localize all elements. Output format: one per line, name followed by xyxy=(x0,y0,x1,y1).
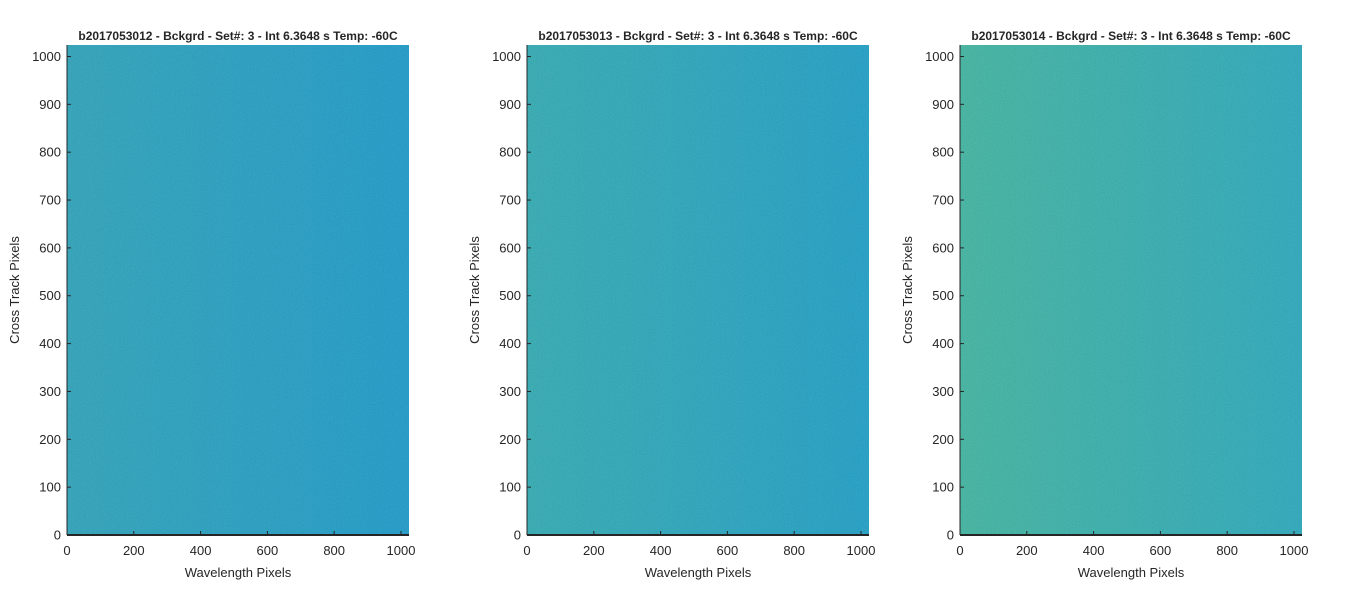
y-tick-label: 0 xyxy=(514,528,521,543)
x-tick-label: 200 xyxy=(583,543,605,558)
y-tick-label: 900 xyxy=(39,97,61,112)
x-axis-label: Wavelength Pixels xyxy=(185,565,292,580)
x-tick-label: 0 xyxy=(523,543,530,558)
y-tick-label: 500 xyxy=(499,288,521,303)
x-ticks: 0 200 400 600 800 1000 xyxy=(956,531,1308,558)
y-axis-label: Cross Track Pixels xyxy=(7,236,22,344)
x-tick-label: 0 xyxy=(956,543,963,558)
heatmap-noise xyxy=(67,45,409,535)
y-tick-label: 1000 xyxy=(32,49,61,64)
y-tick-label: 800 xyxy=(499,145,521,160)
y-tick-label: 200 xyxy=(499,432,521,447)
y-tick-label: 700 xyxy=(499,193,521,208)
heatmap-panel-3: b2017053014 - Bckgrd - Set#: 3 - Int 6.3… xyxy=(900,29,1308,580)
x-ticks: 0 200 400 600 800 1000 xyxy=(523,531,875,558)
y-tick-label: 100 xyxy=(932,480,954,495)
y-tick-label: 200 xyxy=(932,432,954,447)
y-tick-label: 100 xyxy=(499,480,521,495)
y-tick-label: 600 xyxy=(499,240,521,255)
x-tick-label: 200 xyxy=(1016,543,1038,558)
y-tick-label: 200 xyxy=(39,432,61,447)
x-ticks: 0 200 400 600 800 1000 xyxy=(63,531,415,558)
y-ticks: 0 100 200 300 400 500 600 700 800 900 1000 xyxy=(492,49,531,543)
y-tick-label: 300 xyxy=(39,384,61,399)
y-axis-label: Cross Track Pixels xyxy=(467,236,482,344)
y-tick-label: 700 xyxy=(39,193,61,208)
chart-title: b2017053013 - Bckgrd - Set#: 3 - Int 6.3… xyxy=(538,29,858,43)
heatmap-panel-1: b2017053012 - Bckgrd - Set#: 3 - Int 6.3… xyxy=(7,29,415,580)
x-tick-label: 800 xyxy=(1216,543,1238,558)
y-tick-label: 1000 xyxy=(925,49,954,64)
y-tick-label: 400 xyxy=(932,336,954,351)
x-tick-label: 400 xyxy=(1083,543,1105,558)
y-tick-label: 900 xyxy=(499,97,521,112)
x-tick-label: 400 xyxy=(190,543,212,558)
y-tick-label: 400 xyxy=(499,336,521,351)
x-tick-label: 400 xyxy=(650,543,672,558)
y-tick-label: 700 xyxy=(932,193,954,208)
chart-title: b2017053014 - Bckgrd - Set#: 3 - Int 6.3… xyxy=(971,29,1291,43)
x-tick-label: 1000 xyxy=(847,543,876,558)
y-tick-label: 300 xyxy=(499,384,521,399)
x-tick-label: 200 xyxy=(123,543,145,558)
y-tick-label: 900 xyxy=(932,97,954,112)
y-tick-label: 400 xyxy=(39,336,61,351)
y-tick-label: 600 xyxy=(932,240,954,255)
y-axis-label: Cross Track Pixels xyxy=(900,236,915,344)
heatmap-noise xyxy=(960,45,1302,535)
heatmap-noise xyxy=(527,45,869,535)
x-tick-label: 0 xyxy=(63,543,70,558)
x-tick-label: 1000 xyxy=(387,543,416,558)
y-tick-label: 0 xyxy=(947,528,954,543)
x-tick-label: 600 xyxy=(717,543,739,558)
y-tick-label: 1000 xyxy=(492,49,521,64)
chart-title: b2017053012 - Bckgrd - Set#: 3 - Int 6.3… xyxy=(78,29,398,43)
y-ticks: 0 100 200 300 400 500 600 700 800 900 1000 xyxy=(32,49,71,543)
y-tick-label: 500 xyxy=(932,288,954,303)
x-axis-label: Wavelength Pixels xyxy=(645,565,752,580)
x-tick-label: 1000 xyxy=(1280,543,1309,558)
y-tick-label: 800 xyxy=(39,145,61,160)
y-tick-label: 0 xyxy=(54,528,61,543)
y-tick-label: 600 xyxy=(39,240,61,255)
x-tick-label: 600 xyxy=(1150,543,1172,558)
y-ticks: 0 100 200 300 400 500 600 700 800 900 1000 xyxy=(925,49,964,543)
y-tick-label: 300 xyxy=(932,384,954,399)
heatmap-panel-2: b2017053013 - Bckgrd - Set#: 3 - Int 6.3… xyxy=(467,29,875,580)
x-tick-label: 800 xyxy=(323,543,345,558)
x-tick-label: 600 xyxy=(257,543,279,558)
x-axis-label: Wavelength Pixels xyxy=(1078,565,1185,580)
y-tick-label: 500 xyxy=(39,288,61,303)
x-tick-label: 800 xyxy=(783,543,805,558)
y-tick-label: 100 xyxy=(39,480,61,495)
y-tick-label: 800 xyxy=(932,145,954,160)
